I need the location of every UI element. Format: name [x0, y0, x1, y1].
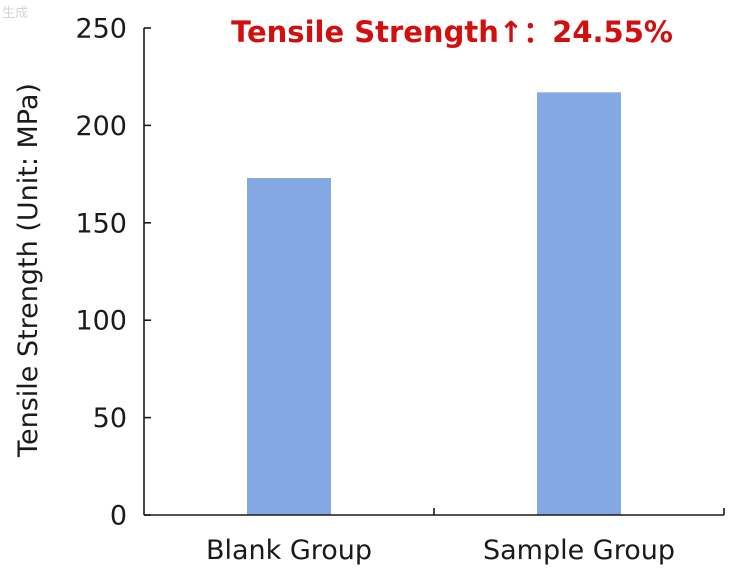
y-tick-label: 0	[110, 501, 127, 532]
x-category-label: Blank Group	[206, 535, 372, 566]
bars-group	[247, 92, 621, 516]
bar-blank-group	[247, 178, 331, 515]
watermark-text: 生成	[2, 6, 28, 21]
y-tick-label: 150	[75, 208, 127, 239]
labels-group: 0 50 100 150 200 250 Blank Group Sample Group	[75, 14, 675, 567]
y-tick-label: 100	[75, 306, 127, 337]
y-axis-title: Tensile Strength (Unit: MPa)	[13, 83, 44, 458]
axes-group	[143, 27, 725, 516]
y-tick-label: 250	[75, 14, 127, 45]
y-tick-label: 200	[75, 111, 127, 142]
chart-title: Tensile Strength↑：24.55%	[231, 15, 673, 49]
x-category-label: Sample Group	[483, 535, 675, 566]
y-tick-label: 50	[93, 403, 127, 434]
bar-sample-group	[537, 92, 621, 516]
